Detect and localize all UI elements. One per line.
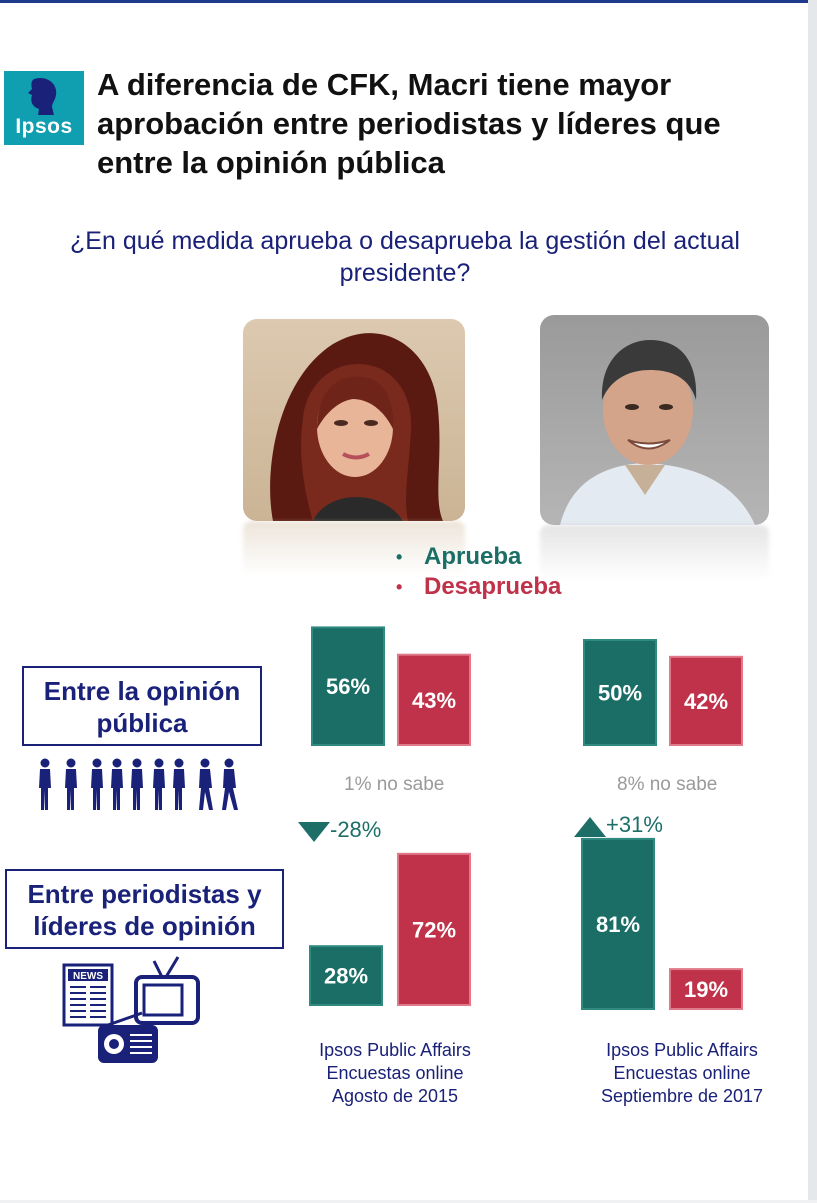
people-silhouettes-icon	[39, 758, 238, 810]
page-gutter	[808, 0, 817, 1200]
bar-3-desaprueba	[669, 968, 743, 1010]
bar-label-0-aprueba: 56%	[326, 674, 370, 699]
bar-1-aprueba	[583, 639, 657, 746]
source-line: Septiembre de 2017	[600, 1086, 764, 1106]
source-line: Ipsos Public Affairs	[319, 1040, 471, 1060]
source-line: Encuestas online	[326, 1063, 464, 1083]
bar-label-1-aprueba: 50%	[598, 681, 642, 706]
page-title: A diferencia de CFK, Macri tiene mayor a…	[97, 67, 721, 180]
bar-label-2-desaprueba: 72%	[412, 917, 456, 942]
bar-2-aprueba	[309, 945, 383, 1007]
bar-label-2-aprueba: 28%	[324, 964, 368, 989]
note-2015: 1% no sabe	[344, 774, 445, 795]
legend-bullet-desaprueba: •	[396, 577, 403, 598]
legend-item-desaprueba: • Desaprueba	[396, 573, 561, 601]
source-line: Encuestas online	[613, 1063, 751, 1083]
bar-label-3-desaprueba: 19%	[684, 977, 728, 1002]
svg-text:NEWS: NEWS	[73, 971, 103, 982]
source-line: Agosto de 2015	[331, 1086, 459, 1106]
bar-2-desaprueba	[397, 852, 471, 1006]
logo-text: Ipsos	[15, 115, 73, 138]
survey-question: ¿En qué medida aprueba o desaprueba la g…	[70, 227, 740, 287]
bar-charts: 56% 43% 50% 42% 28% 72% 81% 19%	[309, 626, 743, 1011]
bar-1-desaprueba	[669, 655, 743, 746]
head-silhouette-icon	[28, 77, 57, 115]
triangle-up-icon	[574, 817, 606, 838]
source-line: Ipsos Public Affairs	[606, 1040, 758, 1060]
source-2017: Ipsos Public Affairs Encuestas online Se…	[572, 1039, 792, 1108]
note-2017: 8% no sabe	[617, 774, 718, 795]
bar-label-0-desaprueba: 43%	[412, 688, 456, 713]
cfk-photo-reflection	[243, 521, 465, 576]
legend-label-desaprueba: Desaprueba	[424, 573, 562, 600]
bar-0-aprueba	[311, 626, 385, 747]
change-value-2017: +31%	[606, 812, 663, 837]
bar-label-3-aprueba: 81%	[596, 912, 640, 937]
news-tv-radio-icon: NEWS	[62, 956, 200, 1063]
change-2017: +31%	[574, 812, 663, 838]
macri-photo-reflection	[540, 525, 769, 580]
legend-label-aprueba: Aprueba	[424, 543, 522, 570]
change-2015: -28%	[298, 817, 381, 843]
change-value-2015: -28%	[330, 817, 382, 842]
legend-item-aprueba: • Aprueba	[396, 543, 521, 571]
macri-photo	[540, 315, 769, 525]
legend-bullet-aprueba: •	[396, 547, 403, 568]
row-label-leaders: Entre periodistas y líderes de opinión	[5, 869, 284, 949]
cfk-photo	[243, 319, 465, 521]
bar-3-aprueba	[581, 837, 655, 1011]
bar-label-1-desaprueba: 42%	[684, 689, 728, 714]
bar-0-desaprueba	[397, 653, 471, 747]
row-label-public: Entre la opinión pública	[22, 666, 262, 746]
source-2015: Ipsos Public Affairs Encuestas online Ag…	[290, 1039, 500, 1108]
triangle-down-icon	[298, 822, 330, 843]
ipsos-logo: Ipsos	[4, 71, 84, 145]
